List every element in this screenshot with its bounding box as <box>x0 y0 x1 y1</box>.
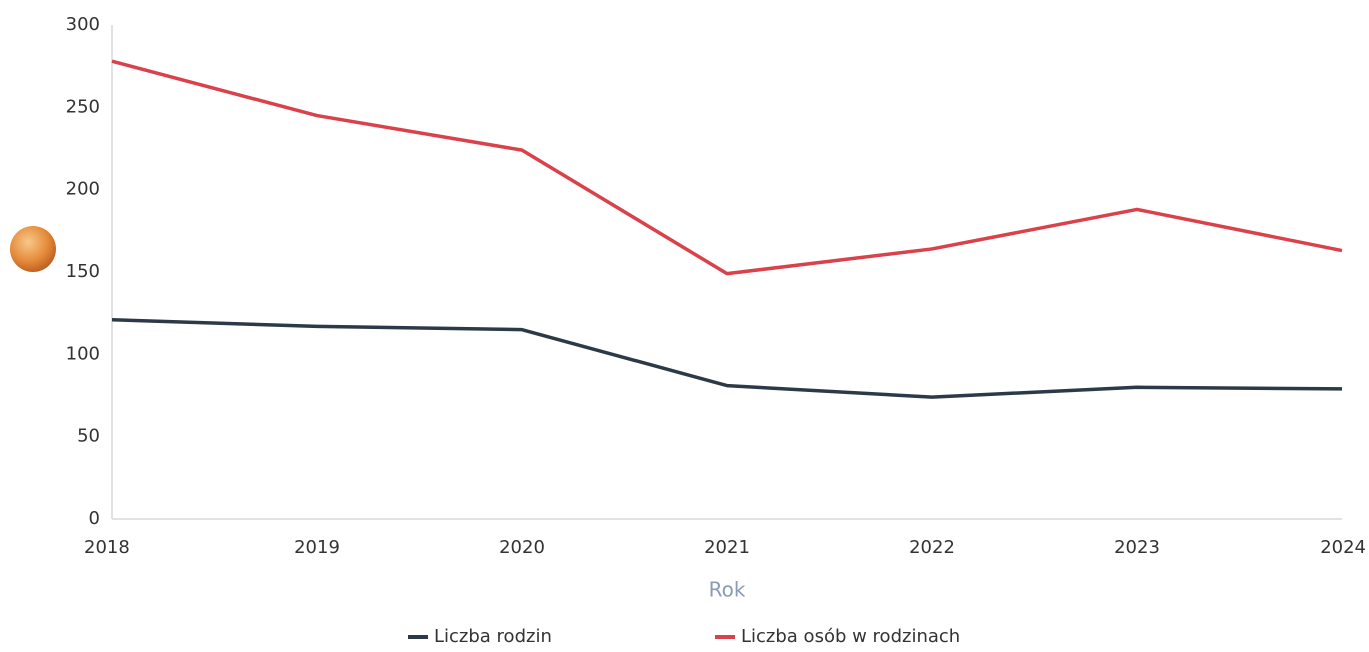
y-tick-label: 50 <box>77 426 100 447</box>
y-tick-label: 300 <box>66 14 100 35</box>
x-tick-label: 2024 <box>1320 537 1366 558</box>
y-tick-label: 200 <box>66 179 100 200</box>
x-tick-label: 2023 <box>1114 537 1160 558</box>
y-tick-label: 150 <box>66 261 100 282</box>
line-series <box>111 59 1343 276</box>
y-tick-label: 250 <box>66 96 100 117</box>
x-tick-label: 2019 <box>294 537 340 558</box>
x-tick-label: 2020 <box>499 537 545 558</box>
x-tick-label: 2021 <box>704 537 750 558</box>
x-tick-label: 2018 <box>84 537 130 558</box>
legend-label: Liczba rodzin <box>434 626 552 647</box>
y-tick-label: 0 <box>89 508 100 529</box>
x-axis-title: Rok <box>709 578 746 602</box>
line-series <box>111 318 1343 399</box>
legend-label: Liczba osób w rodzinach <box>741 626 960 647</box>
decoration-icon <box>10 226 56 272</box>
x-tick-label: 2022 <box>909 537 955 558</box>
y-tick-label: 100 <box>66 343 100 364</box>
